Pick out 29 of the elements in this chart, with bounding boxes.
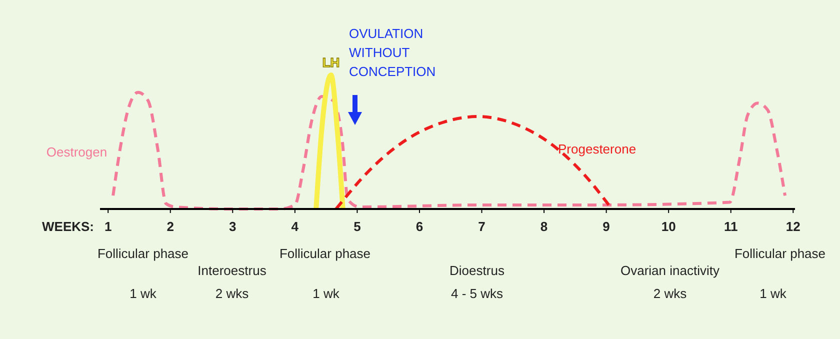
x-tick-label: 1 <box>104 219 112 234</box>
x-tick-label: 8 <box>540 219 548 234</box>
x-tick-label: 9 <box>602 219 610 234</box>
text: Dioestrus <box>450 263 505 278</box>
series-label: LH <box>322 55 340 70</box>
text: 1 wk <box>760 286 787 301</box>
series-label: Oestrogen <box>46 144 108 160</box>
x-tick-label: 3 <box>229 219 236 234</box>
series-label: Progesterone <box>558 142 636 157</box>
annotation: OVULATION WITHOUT CONCEPTION <box>349 26 436 79</box>
text: Ovarian inactivity <box>620 263 720 278</box>
text: Follicular phase <box>734 246 826 261</box>
x-tick-label: 11 <box>724 219 738 234</box>
x-tick-label: 7 <box>478 219 486 234</box>
x-axis-title: WEEKS: <box>42 219 94 234</box>
x-tick-label: 2 <box>166 219 174 234</box>
text: Follicular phase <box>279 246 371 261</box>
text: Interoestrus <box>198 263 267 278</box>
text: 2 wks <box>653 286 688 301</box>
text: 4 - 5 wks <box>450 286 504 301</box>
text: 1 wk <box>130 286 157 301</box>
x-tick-label: 5 <box>354 219 361 234</box>
x-tick-label: 6 <box>416 219 424 234</box>
text: 1 wk <box>312 286 340 301</box>
x-tick-label: 4 <box>291 219 300 234</box>
x-tick-label: 10 <box>661 219 676 234</box>
text: 2 wks <box>215 286 250 301</box>
text: Follicular phase <box>97 246 189 261</box>
x-tick-label: 12 <box>786 219 800 234</box>
